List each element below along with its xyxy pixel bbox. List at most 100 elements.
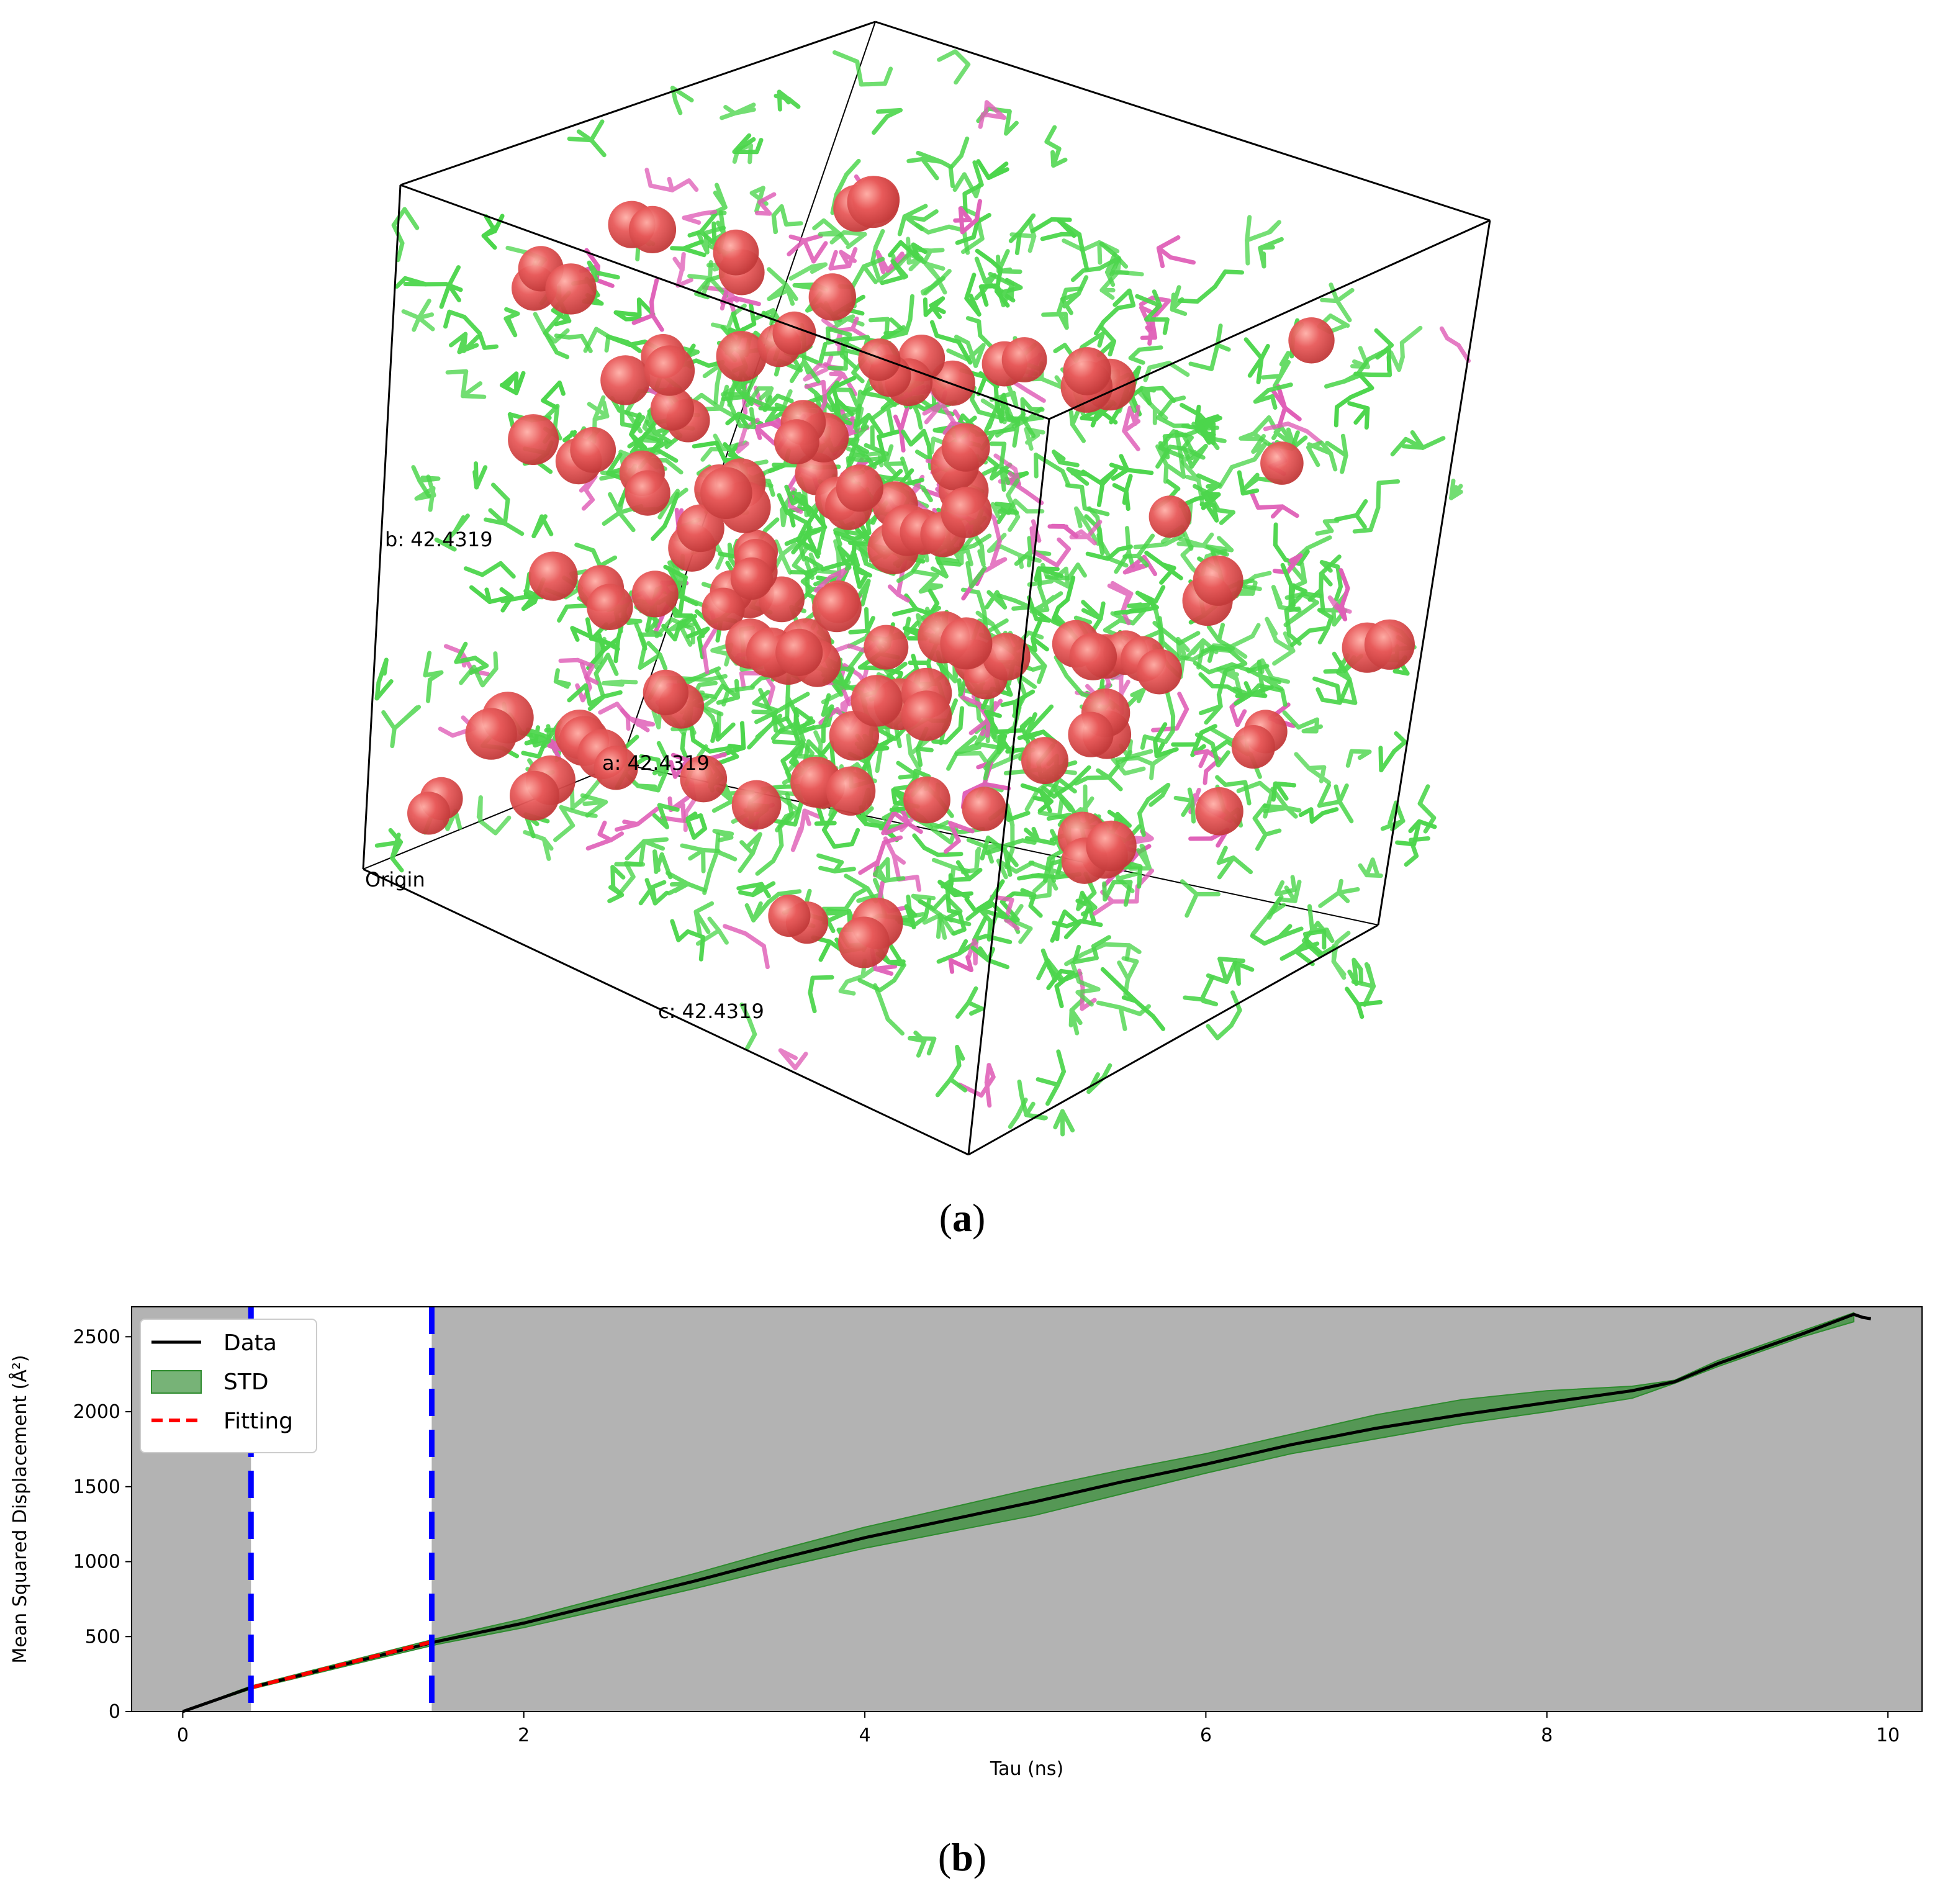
molecule-bond (499, 382, 519, 395)
molecule-bond (657, 803, 669, 829)
molecule-bond (1107, 584, 1131, 597)
molecule-bond (681, 246, 706, 258)
molecule-bond (842, 230, 867, 237)
molecule-primary (1390, 430, 1446, 457)
molecule-bond (1124, 943, 1132, 961)
molecule-bond (754, 186, 765, 214)
molecule-bond (870, 245, 878, 263)
molecule-bond (403, 276, 428, 287)
molecule-bond (755, 859, 776, 876)
molecule-bond (999, 290, 1016, 303)
molecule-bond (481, 666, 499, 688)
molecule-bond (1075, 562, 1087, 578)
molecule-bond (502, 497, 510, 526)
molecule-bond (1306, 445, 1320, 467)
x-tick-label: 8 (1541, 1725, 1553, 1746)
molecule-bond (749, 302, 757, 327)
molecule-bond (749, 407, 756, 430)
molecule-bond (839, 337, 846, 358)
ion-sphere (702, 587, 745, 631)
molecule-bond (521, 751, 541, 759)
molecule-bond (960, 695, 980, 706)
molecule-bond (711, 322, 731, 331)
molecule-bond (1008, 515, 1021, 532)
molecule-bond (446, 265, 461, 288)
ion-sphere (700, 467, 752, 519)
molecule-bond (1018, 926, 1033, 944)
molecule-bond (845, 974, 865, 984)
molecule-bond (417, 312, 435, 320)
molecule-bond (920, 156, 944, 164)
molecule-primary (1334, 499, 1368, 530)
molecule-secondary (755, 192, 777, 216)
legend-std-label: STD (223, 1369, 269, 1395)
molecule-bond (728, 442, 740, 458)
molecule-bond (784, 484, 795, 506)
molecule-bond (680, 803, 686, 823)
molecule-bond (581, 497, 595, 511)
molecule-primary (1100, 967, 1166, 1031)
molecule-bond (1199, 415, 1222, 428)
molecule-bond (988, 879, 1005, 904)
molecule-bond (1296, 717, 1320, 730)
data-line (182, 1312, 1872, 1713)
molecule-bond (856, 892, 883, 903)
ion-sphere (716, 331, 767, 382)
molecule-primary (965, 316, 994, 349)
molecule-bond (620, 422, 639, 429)
molecule-bond (1229, 457, 1257, 469)
molecule-bond (1097, 332, 1105, 348)
molecule-bond (985, 590, 1000, 610)
molecule-bond (955, 1045, 962, 1068)
molecule-bond (792, 546, 809, 568)
x-tick-label: 4 (859, 1725, 871, 1746)
molecule-bond (953, 49, 971, 67)
molecule-bond (763, 517, 780, 533)
molecule-bond (541, 398, 559, 410)
molecule-bond (982, 782, 1011, 791)
molecule-bond (834, 397, 841, 422)
molecule-secondary (723, 924, 770, 970)
molecule-bond (1449, 485, 1458, 500)
molecule-bond (1144, 303, 1162, 322)
molecule-bond (977, 319, 983, 338)
molecule-bond (1128, 356, 1145, 365)
molecule-bond (675, 268, 684, 288)
molecule-bond (906, 821, 923, 834)
molecule-bond (965, 316, 982, 324)
molecule-bond (1168, 255, 1196, 265)
molecule-bond (531, 514, 544, 538)
molecule-secondary (598, 702, 631, 731)
molecule-bond (750, 676, 763, 689)
molecule-bond (921, 605, 941, 620)
molecule-bond (487, 594, 514, 604)
simulation-box-panel: b: 42.4319 a: 42.4319 c: 42.4319 Origin (362, 20, 1491, 1156)
molecule-bond (702, 626, 718, 651)
molecule-bond (1085, 520, 1103, 539)
molecule-bond (1142, 554, 1158, 577)
molecule-bond (716, 928, 729, 945)
molecule-bond (461, 394, 487, 399)
ion-sphere (644, 345, 695, 396)
molecule-bond (715, 183, 728, 210)
molecule-primary (639, 741, 672, 777)
molecule-bond (939, 401, 957, 426)
molecule-bond (790, 492, 801, 506)
molecule-bond (711, 798, 734, 813)
molecule-bond (715, 669, 731, 693)
molecule-bond (1366, 348, 1389, 362)
x-axis-ticks: 0 2 4 6 8 10 (177, 1712, 1900, 1746)
molecule-bond (1318, 890, 1342, 908)
molecule-bond (1020, 783, 1043, 793)
molecule-bond (544, 404, 560, 419)
molecule-bond (623, 316, 643, 322)
molecule-bond (812, 218, 826, 230)
molecule-primary (670, 919, 705, 962)
molecule-bond (1399, 325, 1423, 345)
molecule-bond (1031, 636, 1049, 652)
ion-sphere (465, 708, 517, 760)
molecule-bond (1235, 709, 1247, 728)
molecule-bond (1009, 904, 1024, 923)
molecule-primary (652, 803, 680, 829)
molecule-bond (976, 374, 988, 397)
